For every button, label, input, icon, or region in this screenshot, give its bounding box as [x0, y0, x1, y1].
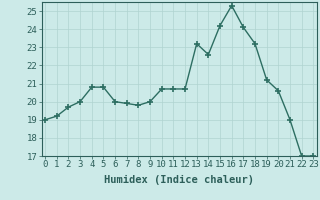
X-axis label: Humidex (Indice chaleur): Humidex (Indice chaleur) [104, 175, 254, 185]
